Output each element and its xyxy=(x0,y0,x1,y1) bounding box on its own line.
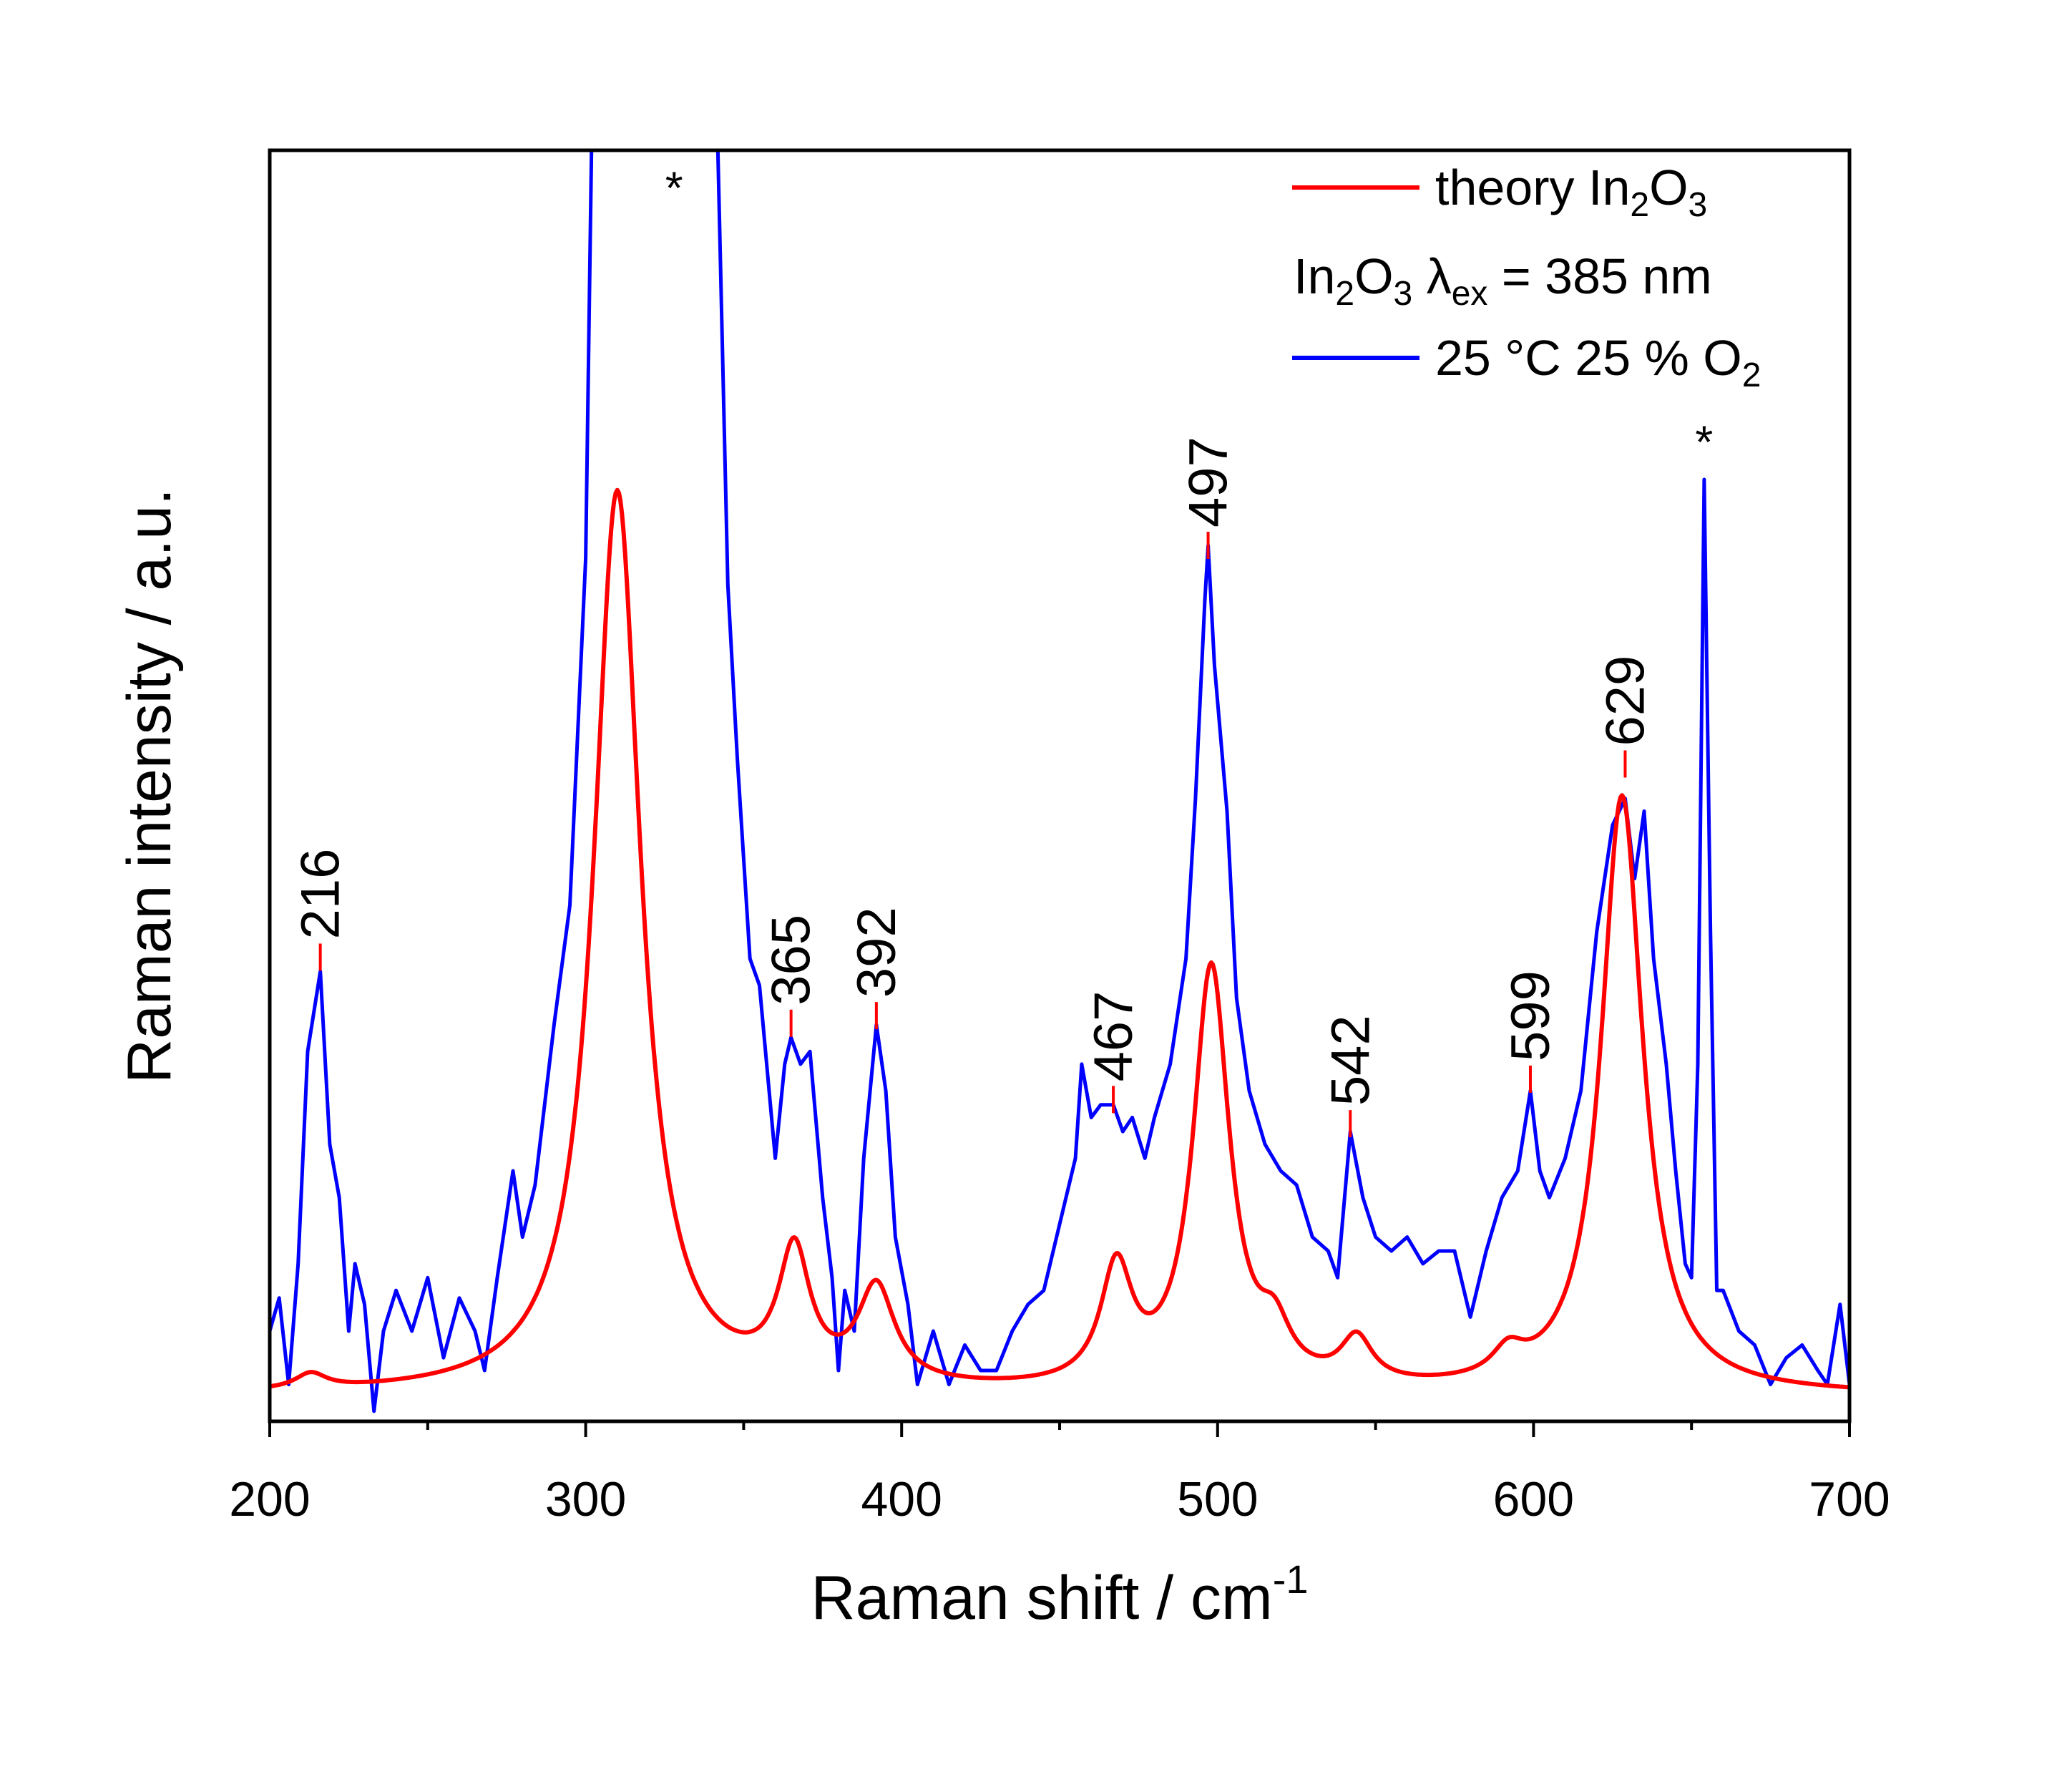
peak-label: 629 xyxy=(1595,656,1656,746)
legend-text-part: O xyxy=(1649,160,1688,215)
legend-text-part: 25 °C 25 % O xyxy=(1435,330,1742,386)
legend-text-part: 2 xyxy=(1630,186,1649,224)
legend-text-part: 2 xyxy=(1742,356,1761,394)
legend-text-part: ex xyxy=(1452,275,1488,313)
legend-entry: 25 °C 25 % O2 xyxy=(1435,330,1761,394)
x-tick-label: 600 xyxy=(1493,1472,1574,1527)
legend-text-part: In xyxy=(1294,248,1335,304)
legend-entry: In2O3 λex = 385 nm xyxy=(1294,248,1712,313)
x-tick-label: 300 xyxy=(545,1472,626,1527)
series-line-theory xyxy=(270,487,1849,1390)
x-tick-label: 400 xyxy=(861,1472,942,1527)
peak-label: 216 xyxy=(290,849,351,940)
x-tick-label: 200 xyxy=(229,1472,310,1527)
x-axis-label: Raman shift / cm-1 xyxy=(811,1557,1309,1632)
series-layer xyxy=(270,150,1849,1413)
peak-label-layer: 216 365 392 467 497 542 599 629 * * xyxy=(290,162,1713,1138)
legend-text-part: λ xyxy=(1412,248,1451,304)
peak-label: 392 xyxy=(846,907,907,998)
x-tick-label: 700 xyxy=(1809,1472,1890,1527)
legend-text-part: O xyxy=(1354,248,1393,304)
x-axis: 200 300 400 500 600 700 xyxy=(229,1421,1890,1527)
legend-text-part: theory In xyxy=(1435,160,1630,215)
legend-text-part: 3 xyxy=(1689,186,1708,224)
peak-label: 599 xyxy=(1500,970,1561,1061)
peak-label: 542 xyxy=(1320,1015,1381,1106)
y-axis-label: Raman intensity / a.u. xyxy=(115,488,184,1084)
peak-label: 497 xyxy=(1178,437,1239,527)
artifact-asterisk: * xyxy=(1695,417,1713,468)
artifact-asterisk: * xyxy=(665,162,683,213)
x-tick-label: 500 xyxy=(1177,1472,1258,1527)
peak-label: 365 xyxy=(761,915,822,1006)
legend-text-part: 3 xyxy=(1394,275,1413,313)
legend-text-part: = 385 nm xyxy=(1487,248,1711,304)
legend-text-part: 2 xyxy=(1335,275,1354,313)
peak-label: 467 xyxy=(1083,991,1144,1082)
legend-entry: theory In2O3 xyxy=(1435,160,1707,224)
